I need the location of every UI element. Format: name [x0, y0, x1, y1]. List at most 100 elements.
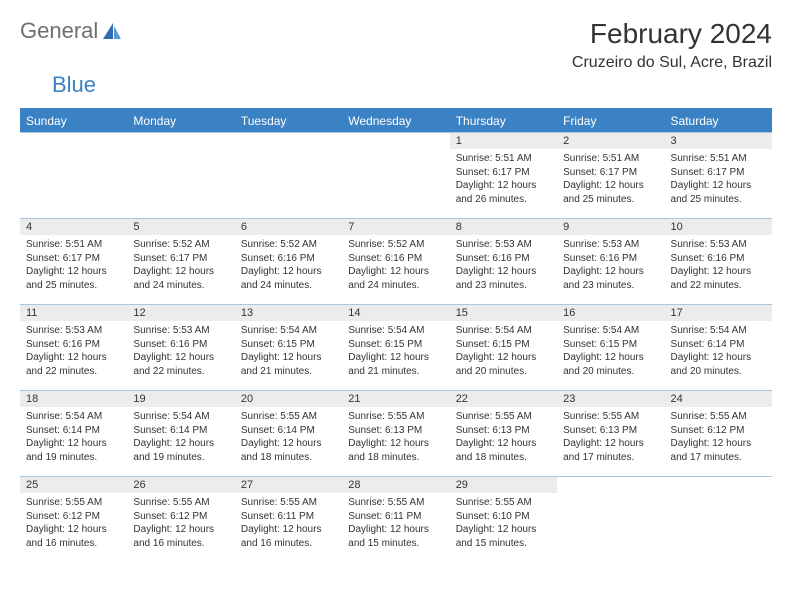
sunset-line: Sunset: 6:14 PM	[133, 424, 228, 438]
sunrise-line: Sunrise: 5:54 AM	[26, 410, 121, 424]
day-details: Sunrise: 5:53 AMSunset: 6:16 PMDaylight:…	[127, 321, 234, 380]
day-number: 6	[235, 219, 342, 235]
calendar-day-cell: 15Sunrise: 5:54 AMSunset: 6:15 PMDayligh…	[450, 305, 557, 391]
day-number: 7	[342, 219, 449, 235]
daylight-line: Daylight: 12 hours and 21 minutes.	[241, 351, 336, 378]
sunset-line: Sunset: 6:15 PM	[563, 338, 658, 352]
calendar-day-cell: 10Sunrise: 5:53 AMSunset: 6:16 PMDayligh…	[665, 219, 772, 305]
calendar-day-cell: 1Sunrise: 5:51 AMSunset: 6:17 PMDaylight…	[450, 133, 557, 219]
sunrise-line: Sunrise: 5:53 AM	[671, 238, 766, 252]
calendar-day-cell: 13Sunrise: 5:54 AMSunset: 6:15 PMDayligh…	[235, 305, 342, 391]
day-number: 23	[557, 391, 664, 407]
calendar-day-cell: 28Sunrise: 5:55 AMSunset: 6:11 PMDayligh…	[342, 477, 449, 563]
daylight-line: Daylight: 12 hours and 16 minutes.	[26, 523, 121, 550]
sunrise-line: Sunrise: 5:55 AM	[671, 410, 766, 424]
calendar-day-cell: 29Sunrise: 5:55 AMSunset: 6:10 PMDayligh…	[450, 477, 557, 563]
day-details: Sunrise: 5:55 AMSunset: 6:11 PMDaylight:…	[342, 493, 449, 552]
daylight-line: Daylight: 12 hours and 19 minutes.	[26, 437, 121, 464]
month-title: February 2024	[572, 18, 772, 50]
sunset-line: Sunset: 6:16 PM	[671, 252, 766, 266]
calendar-day-cell: 18Sunrise: 5:54 AMSunset: 6:14 PMDayligh…	[20, 391, 127, 477]
day-details: Sunrise: 5:54 AMSunset: 6:14 PMDaylight:…	[20, 407, 127, 466]
sunrise-line: Sunrise: 5:53 AM	[26, 324, 121, 338]
day-number: 24	[665, 391, 772, 407]
daylight-line: Daylight: 12 hours and 15 minutes.	[348, 523, 443, 550]
day-details: Sunrise: 5:54 AMSunset: 6:15 PMDaylight:…	[235, 321, 342, 380]
calendar-day-cell: 9 Sunrise: 5:53 AMSunset: 6:16 PMDaylight…	[557, 219, 664, 305]
day-number: 11	[20, 305, 127, 321]
sunrise-line: Sunrise: 5:51 AM	[456, 152, 551, 166]
sunset-line: Sunset: 6:16 PM	[133, 338, 228, 352]
daylight-line: Daylight: 12 hours and 18 minutes.	[348, 437, 443, 464]
day-details: Sunrise: 5:54 AMSunset: 6:15 PMDaylight:…	[450, 321, 557, 380]
sunrise-line: Sunrise: 5:54 AM	[241, 324, 336, 338]
sunrise-line: Sunrise: 5:54 AM	[133, 410, 228, 424]
calendar-day-cell: 4Sunrise: 5:51 AMSunset: 6:17 PMDaylight…	[20, 219, 127, 305]
calendar-day-cell: 19Sunrise: 5:54 AMSunset: 6:14 PMDayligh…	[127, 391, 234, 477]
calendar-day-cell: 25Sunrise: 5:55 AMSunset: 6:12 PMDayligh…	[20, 477, 127, 563]
sunrise-line: Sunrise: 5:55 AM	[26, 496, 121, 510]
day-number: 9	[557, 219, 664, 235]
day-number: 14	[342, 305, 449, 321]
sunrise-line: Sunrise: 5:55 AM	[133, 496, 228, 510]
daylight-line: Daylight: 12 hours and 24 minutes.	[348, 265, 443, 292]
sunset-line: Sunset: 6:13 PM	[563, 424, 658, 438]
daylight-line: Daylight: 12 hours and 20 minutes.	[671, 351, 766, 378]
sunrise-line: Sunrise: 5:51 AM	[26, 238, 121, 252]
daylight-line: Daylight: 12 hours and 24 minutes.	[241, 265, 336, 292]
sunset-line: Sunset: 6:16 PM	[241, 252, 336, 266]
calendar-body: 1Sunrise: 5:51 AMSunset: 6:17 PMDaylight…	[20, 133, 772, 563]
daylight-line: Daylight: 12 hours and 23 minutes.	[563, 265, 658, 292]
sunset-line: Sunset: 6:16 PM	[563, 252, 658, 266]
calendar-empty-cell	[557, 477, 664, 563]
day-number: 29	[450, 477, 557, 493]
daylight-line: Daylight: 12 hours and 23 minutes.	[456, 265, 551, 292]
weekday-header: Sunday	[20, 109, 127, 133]
day-number: 8	[450, 219, 557, 235]
sunset-line: Sunset: 6:16 PM	[456, 252, 551, 266]
sunrise-line: Sunrise: 5:55 AM	[456, 496, 551, 510]
sunset-line: Sunset: 6:15 PM	[241, 338, 336, 352]
sunrise-line: Sunrise: 5:52 AM	[241, 238, 336, 252]
daylight-line: Daylight: 12 hours and 20 minutes.	[563, 351, 658, 378]
calendar-week-row: 1Sunrise: 5:51 AMSunset: 6:17 PMDaylight…	[20, 133, 772, 219]
day-number: 1	[450, 133, 557, 149]
day-number: 21	[342, 391, 449, 407]
sunrise-line: Sunrise: 5:52 AM	[348, 238, 443, 252]
sunset-line: Sunset: 6:12 PM	[133, 510, 228, 524]
sunset-line: Sunset: 6:13 PM	[348, 424, 443, 438]
sunrise-line: Sunrise: 5:54 AM	[671, 324, 766, 338]
sunrise-line: Sunrise: 5:55 AM	[348, 496, 443, 510]
calendar-day-cell: 5Sunrise: 5:52 AMSunset: 6:17 PMDaylight…	[127, 219, 234, 305]
sunrise-line: Sunrise: 5:54 AM	[563, 324, 658, 338]
daylight-line: Daylight: 12 hours and 24 minutes.	[133, 265, 228, 292]
day-details: Sunrise: 5:55 AMSunset: 6:13 PMDaylight:…	[342, 407, 449, 466]
day-details: Sunrise: 5:55 AMSunset: 6:13 PMDaylight:…	[557, 407, 664, 466]
calendar-day-cell: 22Sunrise: 5:55 AMSunset: 6:13 PMDayligh…	[450, 391, 557, 477]
sunset-line: Sunset: 6:15 PM	[456, 338, 551, 352]
calendar-day-cell: 8 Sunrise: 5:53 AMSunset: 6:16 PMDaylight…	[450, 219, 557, 305]
sunrise-line: Sunrise: 5:53 AM	[563, 238, 658, 252]
calendar-empty-cell	[127, 133, 234, 219]
sunrise-line: Sunrise: 5:51 AM	[671, 152, 766, 166]
weekday-header-row: SundayMondayTuesdayWednesdayThursdayFrid…	[20, 109, 772, 133]
calendar-day-cell: 12Sunrise: 5:53 AMSunset: 6:16 PMDayligh…	[127, 305, 234, 391]
day-number: 26	[127, 477, 234, 493]
logo-sail-icon	[101, 21, 123, 41]
calendar-day-cell: 20Sunrise: 5:55 AMSunset: 6:14 PMDayligh…	[235, 391, 342, 477]
sunset-line: Sunset: 6:11 PM	[348, 510, 443, 524]
sunrise-line: Sunrise: 5:53 AM	[456, 238, 551, 252]
logo: General	[20, 18, 125, 44]
calendar-day-cell: 24Sunrise: 5:55 AMSunset: 6:12 PMDayligh…	[665, 391, 772, 477]
sunset-line: Sunset: 6:17 PM	[456, 166, 551, 180]
calendar-day-cell: 21Sunrise: 5:55 AMSunset: 6:13 PMDayligh…	[342, 391, 449, 477]
sunset-line: Sunset: 6:12 PM	[671, 424, 766, 438]
sunset-line: Sunset: 6:17 PM	[26, 252, 121, 266]
day-number: 20	[235, 391, 342, 407]
day-details: Sunrise: 5:54 AMSunset: 6:15 PMDaylight:…	[342, 321, 449, 380]
logo-blue-text-row: Blue	[20, 72, 772, 98]
calendar-week-row: 18Sunrise: 5:54 AMSunset: 6:14 PMDayligh…	[20, 391, 772, 477]
calendar-day-cell: 2Sunrise: 5:51 AMSunset: 6:17 PMDaylight…	[557, 133, 664, 219]
sunset-line: Sunset: 6:14 PM	[671, 338, 766, 352]
sunrise-line: Sunrise: 5:54 AM	[456, 324, 551, 338]
